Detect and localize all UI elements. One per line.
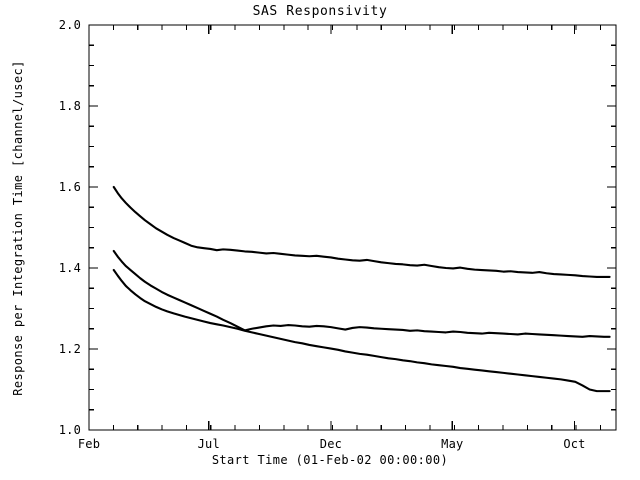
x-tick-label: Dec: [320, 437, 342, 451]
chart-title: SAS Responsivity: [253, 4, 388, 19]
x-tick-label: Feb: [78, 437, 100, 451]
data-series-group: [112, 185, 611, 393]
x-tick-label: May: [441, 437, 463, 451]
plot-frame: [88, 24, 617, 431]
y-tick-label: 1.2: [59, 342, 81, 356]
y-tick-label: 1.6: [59, 180, 81, 194]
y-tick-label: 1.0: [59, 423, 81, 437]
y-tick-label: 1.8: [59, 99, 81, 113]
x-tick-label: Jul: [198, 437, 220, 451]
x-tick-label: Oct: [563, 437, 585, 451]
y-tick-label: 1.4: [59, 261, 81, 275]
y-tick-label: 2.0: [59, 18, 81, 32]
series-line-detector-1: [112, 185, 611, 278]
x-axis-title: Start Time (01-Feb-02 00:00:00): [212, 453, 448, 467]
y-axis-title: Response per Integration Time [channel/u…: [11, 60, 25, 395]
series-line-detector-3: [112, 268, 611, 393]
series-line-detector-2: [112, 249, 611, 338]
